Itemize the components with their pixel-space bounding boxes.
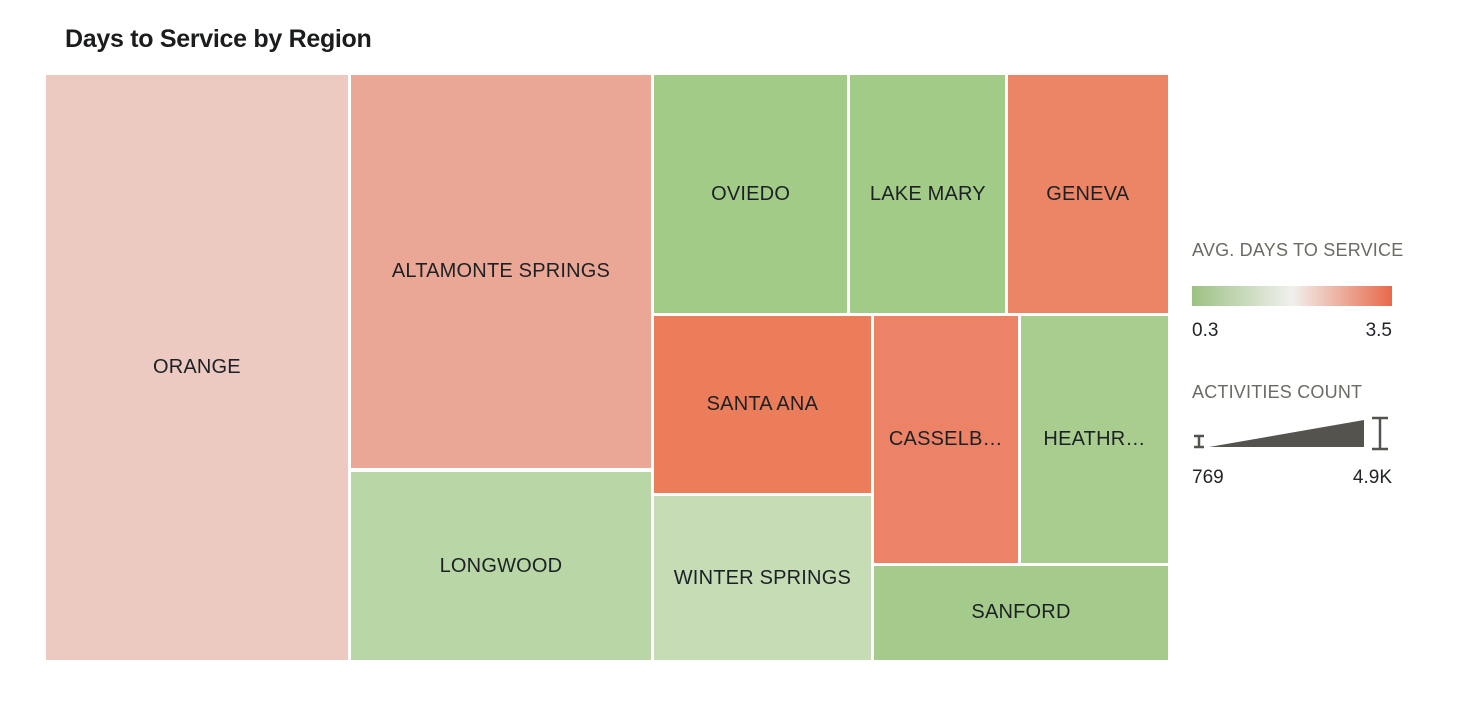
treemap-cell-santa-ana[interactable]: SANTA ANA — [654, 316, 871, 494]
treemap-cell-label: WINTER SPRINGS — [673, 566, 851, 589]
color-legend-min: 0.3 — [1192, 320, 1219, 341]
chart-title: Days to Service by Region — [65, 25, 372, 53]
treemap-cell-casselb[interactable]: CASSELB… — [874, 316, 1018, 563]
treemap-cell-orange[interactable]: ORANGE — [46, 75, 348, 660]
size-legend-max: 4.9K — [1352, 467, 1392, 488]
treemap-cell-sanford[interactable]: SANFORD — [874, 565, 1168, 660]
treemap-cell-label: OVIEDO — [711, 182, 791, 205]
chart-legend: AVG. DAYS TO SERVICE 0.3 3.5 ACTIVITIES … — [1192, 240, 1404, 489]
treemap-cell-winter-springs[interactable]: WINTER SPRINGS — [654, 496, 871, 660]
treemap-cell-geneva[interactable]: GENEVA — [1007, 75, 1168, 314]
treemap-cell-oviedo[interactable]: OVIEDO — [654, 75, 848, 314]
color-legend-max: 3.5 — [1365, 320, 1392, 341]
treemap-cell-label: SANTA ANA — [706, 393, 819, 416]
treemap-cell-label: SANFORD — [971, 601, 1071, 624]
treemap-cell-lake-mary[interactable]: LAKE MARY — [850, 75, 1006, 314]
treemap-cell-label: GENEVA — [1046, 182, 1130, 205]
size-legend-wedge-icon — [1194, 416, 1388, 451]
size-legend-title: ACTIVITIES COUNT — [1192, 382, 1363, 402]
size-legend-min: 769 — [1192, 467, 1224, 488]
color-legend-range: 0.3 3.5 — [1192, 320, 1392, 342]
treemap-cell-label: ALTAMONTE SPRINGS — [391, 260, 611, 283]
treemap: ORANGE ALTAMONTE SPRINGS LONGWOOD OVIEDO LAK… — [46, 75, 1168, 660]
treemap-cell-label: HEATHR… — [1043, 427, 1146, 450]
treemap-cell-label: CASSELB… — [888, 427, 1003, 450]
treemap-cell-label: LAKE MARY — [869, 182, 986, 205]
treemap-cell-label: LONGWOOD — [439, 554, 563, 577]
color-legend-title: AVG. DAYS TO SERVICE — [1192, 240, 1404, 260]
treemap-cell-longwood[interactable]: LONGWOOD — [351, 472, 651, 660]
treemap-cell-label: ORANGE — [152, 356, 241, 378]
treemap-cell-heathr[interactable]: HEATHR… — [1021, 316, 1168, 563]
color-legend-gradient-bar — [1192, 286, 1392, 306]
treemap-cell-altamonte-springs[interactable]: ALTAMONTE SPRINGS — [351, 75, 651, 469]
size-legend-range: 769 4.9K — [1192, 467, 1392, 489]
